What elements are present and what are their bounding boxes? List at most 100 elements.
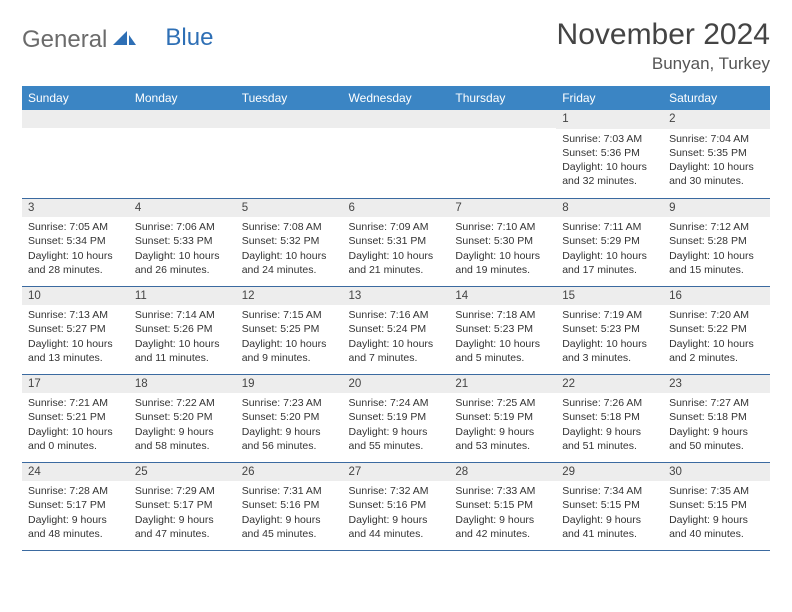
- day-number: 3: [22, 199, 129, 218]
- day-details: Sunrise: 7:05 AMSunset: 5:34 PMDaylight:…: [22, 217, 129, 281]
- sunset-text: Sunset: 5:29 PM: [562, 234, 657, 248]
- logo-text-gray: General: [22, 26, 107, 54]
- page-title: November 2024: [557, 18, 770, 52]
- day-details: Sunrise: 7:11 AMSunset: 5:29 PMDaylight:…: [556, 217, 663, 281]
- calendar-day-cell: 24Sunrise: 7:28 AMSunset: 5:17 PMDayligh…: [22, 462, 129, 550]
- sunset-text: Sunset: 5:20 PM: [135, 410, 230, 424]
- sunset-text: Sunset: 5:25 PM: [242, 322, 337, 336]
- sunrise-text: Sunrise: 7:25 AM: [455, 396, 550, 410]
- sunrise-text: Sunrise: 7:28 AM: [28, 484, 123, 498]
- day-details: Sunrise: 7:32 AMSunset: 5:16 PMDaylight:…: [343, 481, 450, 545]
- daylight-text: Daylight: 9 hours and 40 minutes.: [669, 513, 764, 541]
- calendar-body: 1Sunrise: 7:03 AMSunset: 5:36 PMDaylight…: [22, 110, 770, 550]
- day-details: Sunrise: 7:31 AMSunset: 5:16 PMDaylight:…: [236, 481, 343, 545]
- daylight-text: Daylight: 10 hours and 24 minutes.: [242, 249, 337, 277]
- calendar-day-cell: 14Sunrise: 7:18 AMSunset: 5:23 PMDayligh…: [449, 286, 556, 374]
- daylight-text: Daylight: 9 hours and 51 minutes.: [562, 425, 657, 453]
- day-details: Sunrise: 7:14 AMSunset: 5:26 PMDaylight:…: [129, 305, 236, 369]
- sunrise-text: Sunrise: 7:19 AM: [562, 308, 657, 322]
- sunset-text: Sunset: 5:27 PM: [28, 322, 123, 336]
- day-number: 5: [236, 199, 343, 218]
- sunrise-text: Sunrise: 7:15 AM: [242, 308, 337, 322]
- daylight-text: Daylight: 9 hours and 58 minutes.: [135, 425, 230, 453]
- day-number: 10: [22, 287, 129, 306]
- day-details: Sunrise: 7:35 AMSunset: 5:15 PMDaylight:…: [663, 481, 770, 545]
- calendar-day-cell: 17Sunrise: 7:21 AMSunset: 5:21 PMDayligh…: [22, 374, 129, 462]
- calendar-day-cell: [449, 110, 556, 198]
- day-number: 20: [343, 375, 450, 394]
- daylight-text: Daylight: 10 hours and 30 minutes.: [669, 160, 764, 188]
- day-details: Sunrise: 7:28 AMSunset: 5:17 PMDaylight:…: [22, 481, 129, 545]
- day-details: Sunrise: 7:18 AMSunset: 5:23 PMDaylight:…: [449, 305, 556, 369]
- day-details: Sunrise: 7:29 AMSunset: 5:17 PMDaylight:…: [129, 481, 236, 545]
- sunrise-text: Sunrise: 7:23 AM: [242, 396, 337, 410]
- day-details: Sunrise: 7:19 AMSunset: 5:23 PMDaylight:…: [556, 305, 663, 369]
- calendar-day-cell: 12Sunrise: 7:15 AMSunset: 5:25 PMDayligh…: [236, 286, 343, 374]
- sunrise-text: Sunrise: 7:04 AM: [669, 132, 764, 146]
- day-number: 21: [449, 375, 556, 394]
- calendar-day-cell: [129, 110, 236, 198]
- daylight-text: Daylight: 10 hours and 11 minutes.: [135, 337, 230, 365]
- daylight-text: Daylight: 10 hours and 17 minutes.: [562, 249, 657, 277]
- day-details: Sunrise: 7:21 AMSunset: 5:21 PMDaylight:…: [22, 393, 129, 457]
- daylight-text: Daylight: 9 hours and 55 minutes.: [349, 425, 444, 453]
- day-number: 23: [663, 375, 770, 394]
- day-details: Sunrise: 7:22 AMSunset: 5:20 PMDaylight:…: [129, 393, 236, 457]
- calendar-day-cell: 29Sunrise: 7:34 AMSunset: 5:15 PMDayligh…: [556, 462, 663, 550]
- day-number: 13: [343, 287, 450, 306]
- daylight-text: Daylight: 10 hours and 2 minutes.: [669, 337, 764, 365]
- day-number: 7: [449, 199, 556, 218]
- sunset-text: Sunset: 5:19 PM: [455, 410, 550, 424]
- day-details: Sunrise: 7:23 AMSunset: 5:20 PMDaylight:…: [236, 393, 343, 457]
- header: General Blue November 2024 Bunyan, Turke…: [22, 18, 770, 74]
- title-block: November 2024 Bunyan, Turkey: [557, 18, 770, 74]
- day-details: Sunrise: 7:33 AMSunset: 5:15 PMDaylight:…: [449, 481, 556, 545]
- calendar-day-cell: 21Sunrise: 7:25 AMSunset: 5:19 PMDayligh…: [449, 374, 556, 462]
- calendar-day-cell: [236, 110, 343, 198]
- sunrise-text: Sunrise: 7:09 AM: [349, 220, 444, 234]
- sunset-text: Sunset: 5:33 PM: [135, 234, 230, 248]
- calendar-week-row: 10Sunrise: 7:13 AMSunset: 5:27 PMDayligh…: [22, 286, 770, 374]
- daylight-text: Daylight: 9 hours and 41 minutes.: [562, 513, 657, 541]
- sunset-text: Sunset: 5:24 PM: [349, 322, 444, 336]
- daylight-text: Daylight: 9 hours and 45 minutes.: [242, 513, 337, 541]
- sunset-text: Sunset: 5:21 PM: [28, 410, 123, 424]
- day-details: Sunrise: 7:04 AMSunset: 5:35 PMDaylight:…: [663, 129, 770, 193]
- sunset-text: Sunset: 5:17 PM: [135, 498, 230, 512]
- sunset-text: Sunset: 5:15 PM: [562, 498, 657, 512]
- logo: General Blue: [22, 18, 213, 54]
- day-number: 29: [556, 463, 663, 482]
- weekday-header: Monday: [129, 86, 236, 110]
- day-details: Sunrise: 7:16 AMSunset: 5:24 PMDaylight:…: [343, 305, 450, 369]
- sunrise-text: Sunrise: 7:32 AM: [349, 484, 444, 498]
- day-number: 12: [236, 287, 343, 306]
- sunset-text: Sunset: 5:34 PM: [28, 234, 123, 248]
- sunset-text: Sunset: 5:32 PM: [242, 234, 337, 248]
- sunrise-text: Sunrise: 7:13 AM: [28, 308, 123, 322]
- calendar-week-row: 17Sunrise: 7:21 AMSunset: 5:21 PMDayligh…: [22, 374, 770, 462]
- day-number: 18: [129, 375, 236, 394]
- sunrise-text: Sunrise: 7:31 AM: [242, 484, 337, 498]
- calendar-day-cell: 16Sunrise: 7:20 AMSunset: 5:22 PMDayligh…: [663, 286, 770, 374]
- sail-icon: [111, 26, 137, 54]
- daylight-text: Daylight: 9 hours and 42 minutes.: [455, 513, 550, 541]
- daylight-text: Daylight: 10 hours and 19 minutes.: [455, 249, 550, 277]
- sunrise-text: Sunrise: 7:11 AM: [562, 220, 657, 234]
- day-number: 4: [129, 199, 236, 218]
- sunrise-text: Sunrise: 7:29 AM: [135, 484, 230, 498]
- sunset-text: Sunset: 5:19 PM: [349, 410, 444, 424]
- weekday-header-row: Sunday Monday Tuesday Wednesday Thursday…: [22, 86, 770, 110]
- day-details: Sunrise: 7:08 AMSunset: 5:32 PMDaylight:…: [236, 217, 343, 281]
- daylight-text: Daylight: 9 hours and 44 minutes.: [349, 513, 444, 541]
- sunset-text: Sunset: 5:23 PM: [455, 322, 550, 336]
- calendar-day-cell: 26Sunrise: 7:31 AMSunset: 5:16 PMDayligh…: [236, 462, 343, 550]
- day-number: 15: [556, 287, 663, 306]
- sunrise-text: Sunrise: 7:18 AM: [455, 308, 550, 322]
- day-details: Sunrise: 7:34 AMSunset: 5:15 PMDaylight:…: [556, 481, 663, 545]
- day-number: 30: [663, 463, 770, 482]
- day-number: 16: [663, 287, 770, 306]
- day-number-empty: [343, 110, 450, 128]
- sunset-text: Sunset: 5:31 PM: [349, 234, 444, 248]
- day-details: Sunrise: 7:13 AMSunset: 5:27 PMDaylight:…: [22, 305, 129, 369]
- calendar-day-cell: [22, 110, 129, 198]
